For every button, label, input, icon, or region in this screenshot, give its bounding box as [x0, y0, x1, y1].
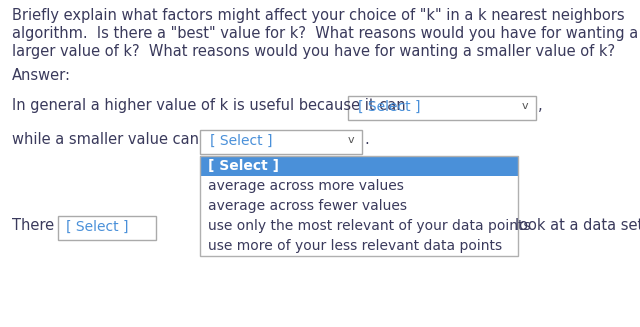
Text: .: .	[364, 132, 369, 147]
Text: [ Select ]: [ Select ]	[66, 220, 129, 234]
FancyBboxPatch shape	[58, 216, 156, 240]
Text: Answer:: Answer:	[12, 68, 71, 83]
Text: [ Select ]: [ Select ]	[208, 159, 279, 173]
Text: v: v	[348, 135, 355, 145]
Text: use more of your less relevant data points: use more of your less relevant data poin…	[208, 239, 502, 253]
Text: ,: ,	[538, 98, 543, 113]
Text: average across more values: average across more values	[208, 179, 404, 193]
Text: v: v	[522, 101, 529, 111]
FancyBboxPatch shape	[200, 156, 518, 176]
Text: [ Select ]: [ Select ]	[210, 134, 273, 148]
Text: look at a data set.: look at a data set.	[515, 218, 640, 233]
FancyBboxPatch shape	[200, 130, 362, 154]
Text: In general a higher value of k is useful because it can: In general a higher value of k is useful…	[12, 98, 406, 113]
Text: Briefly explain what factors might affect your choice of "k" in a k nearest neig: Briefly explain what factors might affec…	[12, 8, 625, 23]
Text: while a smaller value can: while a smaller value can	[12, 132, 199, 147]
Text: average across fewer values: average across fewer values	[208, 199, 407, 213]
Text: larger value of k?  What reasons would you have for wanting a smaller value of k: larger value of k? What reasons would yo…	[12, 44, 615, 59]
Text: [ Select ]: [ Select ]	[358, 100, 420, 114]
Text: There: There	[12, 218, 54, 233]
FancyBboxPatch shape	[348, 96, 536, 120]
Text: use only the most relevant of your data points: use only the most relevant of your data …	[208, 219, 531, 233]
Text: algorithm.  Is there a "best" value for k?  What reasons would you have for want: algorithm. Is there a "best" value for k…	[12, 26, 638, 41]
